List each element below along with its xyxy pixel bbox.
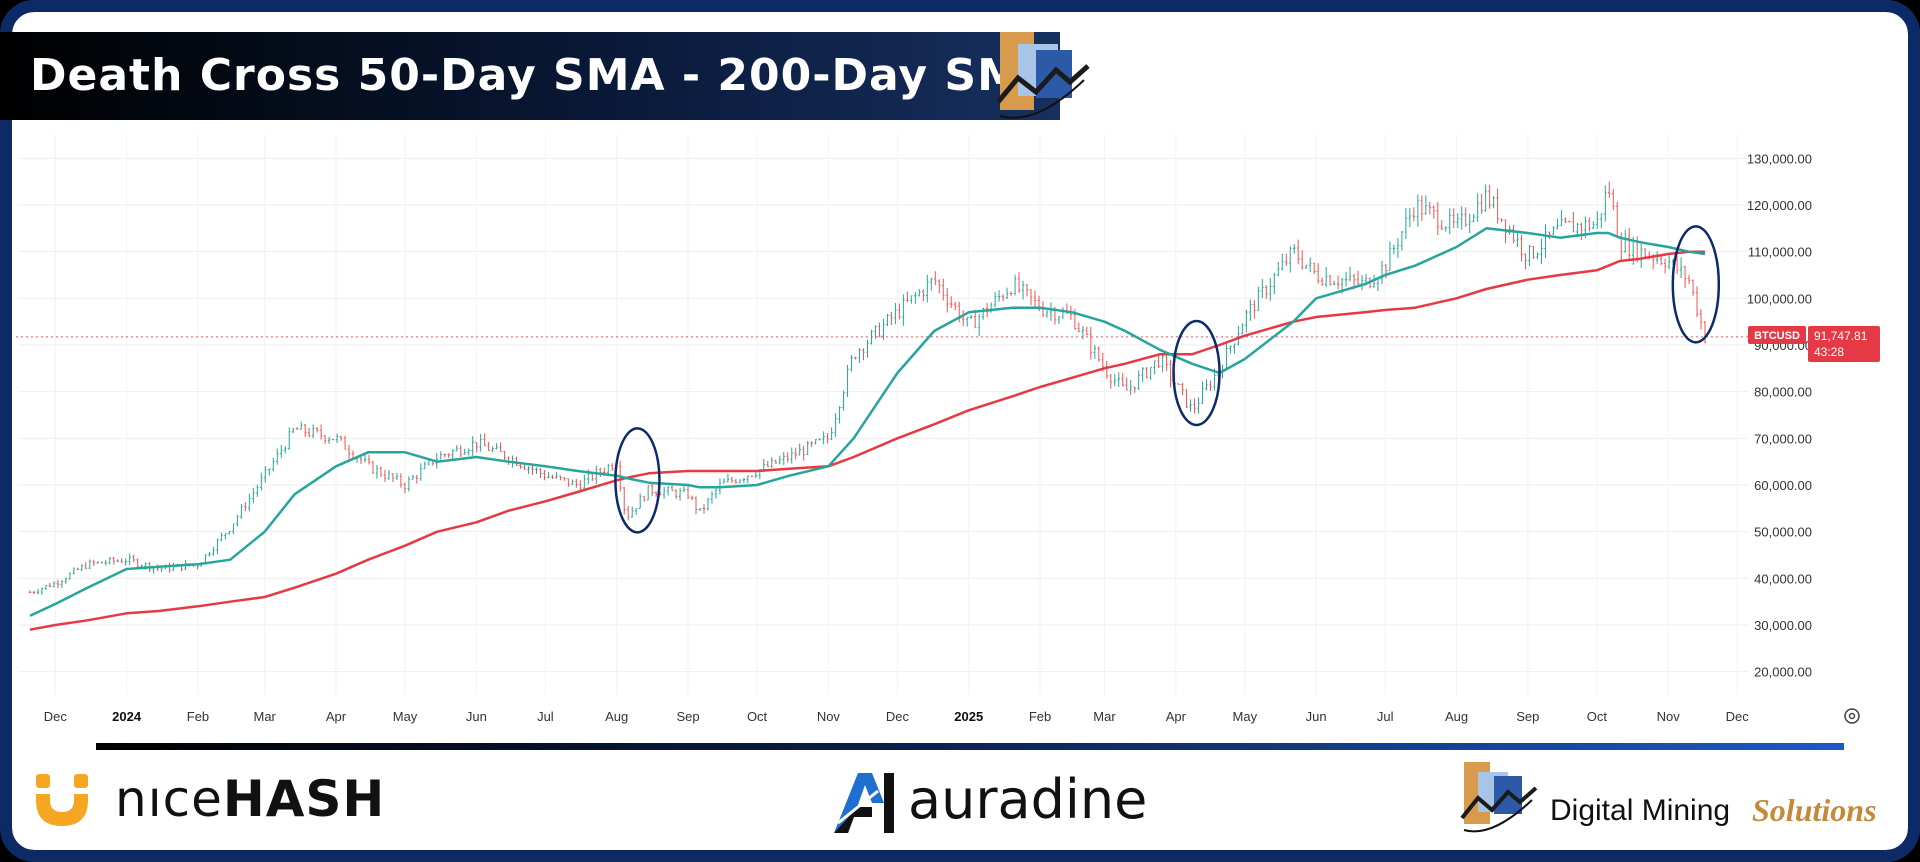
y-tick-label: 100,000.00 [1747, 291, 1812, 306]
y-tick-label: 20,000.00 [1754, 665, 1812, 680]
x-tick-label: Apr [1166, 709, 1187, 724]
digital-mining-footer-logo-icon [1460, 762, 1538, 833]
y-tick-label: 50,000.00 [1754, 525, 1812, 540]
x-tick-label: Feb [1029, 709, 1051, 724]
digital-mining-wordmark-solutions: Solutions [1752, 792, 1877, 828]
x-tick-label: Oct [1587, 709, 1608, 724]
x-axis: Dec 2024 Feb Mar Apr May Jun Jul Aug Sep Oct Nov Dec… [44, 709, 1750, 724]
price-badge-countdown: 43:28 [1814, 345, 1844, 359]
x-tick-label: Oct [747, 709, 768, 724]
y-tick-label: 130,000.00 [1747, 151, 1812, 166]
x-tick-label: Aug [1445, 709, 1468, 724]
sma-50-line [29, 227, 1706, 617]
chart-title: Death Cross 50-Day SMA - 200-Day SMA [30, 50, 1057, 101]
y-tick-label: 70,000.00 [1754, 431, 1812, 446]
price-badge-symbol: BTCUSD [1754, 330, 1800, 342]
nicehash-logo-icon [36, 774, 88, 826]
x-tick-label: Dec [1726, 709, 1750, 724]
x-tick-label: Jun [466, 709, 487, 724]
x-tick-label: 2025 [954, 709, 983, 724]
x-tick-label: Sep [1516, 709, 1539, 724]
title-banner [0, 32, 1060, 120]
gear-icon[interactable] [1844, 708, 1860, 724]
x-tick-label: Apr [326, 709, 347, 724]
x-tick-label: 2024 [112, 709, 142, 724]
y-tick-label: 110,000.00 [1748, 245, 1812, 260]
nicehash-wordmark-light: nıce [115, 770, 223, 828]
death-cross-circles [614, 225, 1721, 534]
y-axis: 20,000.00 30,000.00 40,000.00 50,000.00 60,0… [1747, 151, 1812, 679]
sma-lines [29, 227, 1706, 631]
digital-mining-logo-icon [996, 32, 1090, 119]
footer-divider [96, 743, 1844, 750]
price-badge-price: 91,747.81 [1814, 329, 1868, 343]
death-cross-circle [614, 427, 661, 534]
x-tick-label: Dec [886, 709, 910, 724]
x-tick-label: Jun [1306, 709, 1327, 724]
x-tick-label: Jul [537, 709, 554, 724]
x-tick-label: Dec [44, 709, 68, 724]
auradine-logo-icon [834, 773, 894, 833]
x-tick-label: Aug [605, 709, 628, 724]
x-tick-label: Jul [1377, 709, 1394, 724]
price-candles [28, 181, 1707, 595]
x-tick-label: Sep [676, 709, 699, 724]
nicehash-wordmark-bold: HASH [222, 770, 386, 828]
x-tick-label: Feb [187, 709, 209, 724]
y-tick-label: 120,000.00 [1747, 198, 1812, 213]
x-tick-label: Nov [817, 709, 841, 724]
x-tick-label: Mar [1093, 709, 1116, 724]
y-tick-label: 80,000.00 [1754, 385, 1812, 400]
digital-mining-wordmark: Digital Mining [1550, 794, 1731, 827]
death-cross-circle [1172, 319, 1221, 427]
y-tick-label: 60,000.00 [1754, 478, 1812, 493]
price-badge: BTCUSD 91,747.81 43:28 [1748, 326, 1920, 367]
y-tick-label: 40,000.00 [1754, 571, 1812, 586]
nicehash-wordmark: nıceHASH [115, 770, 385, 828]
x-tick-label: May [1233, 709, 1258, 724]
auradine-wordmark: auradine [908, 768, 1148, 831]
x-tick-label: May [393, 709, 418, 724]
death-cross-circle [1671, 225, 1721, 344]
y-tick-label: 30,000.00 [1754, 618, 1812, 633]
chart-grid [18, 135, 1748, 695]
x-tick-label: Mar [253, 709, 276, 724]
sma-200-line [29, 250, 1705, 631]
x-tick-label: Nov [1657, 709, 1681, 724]
